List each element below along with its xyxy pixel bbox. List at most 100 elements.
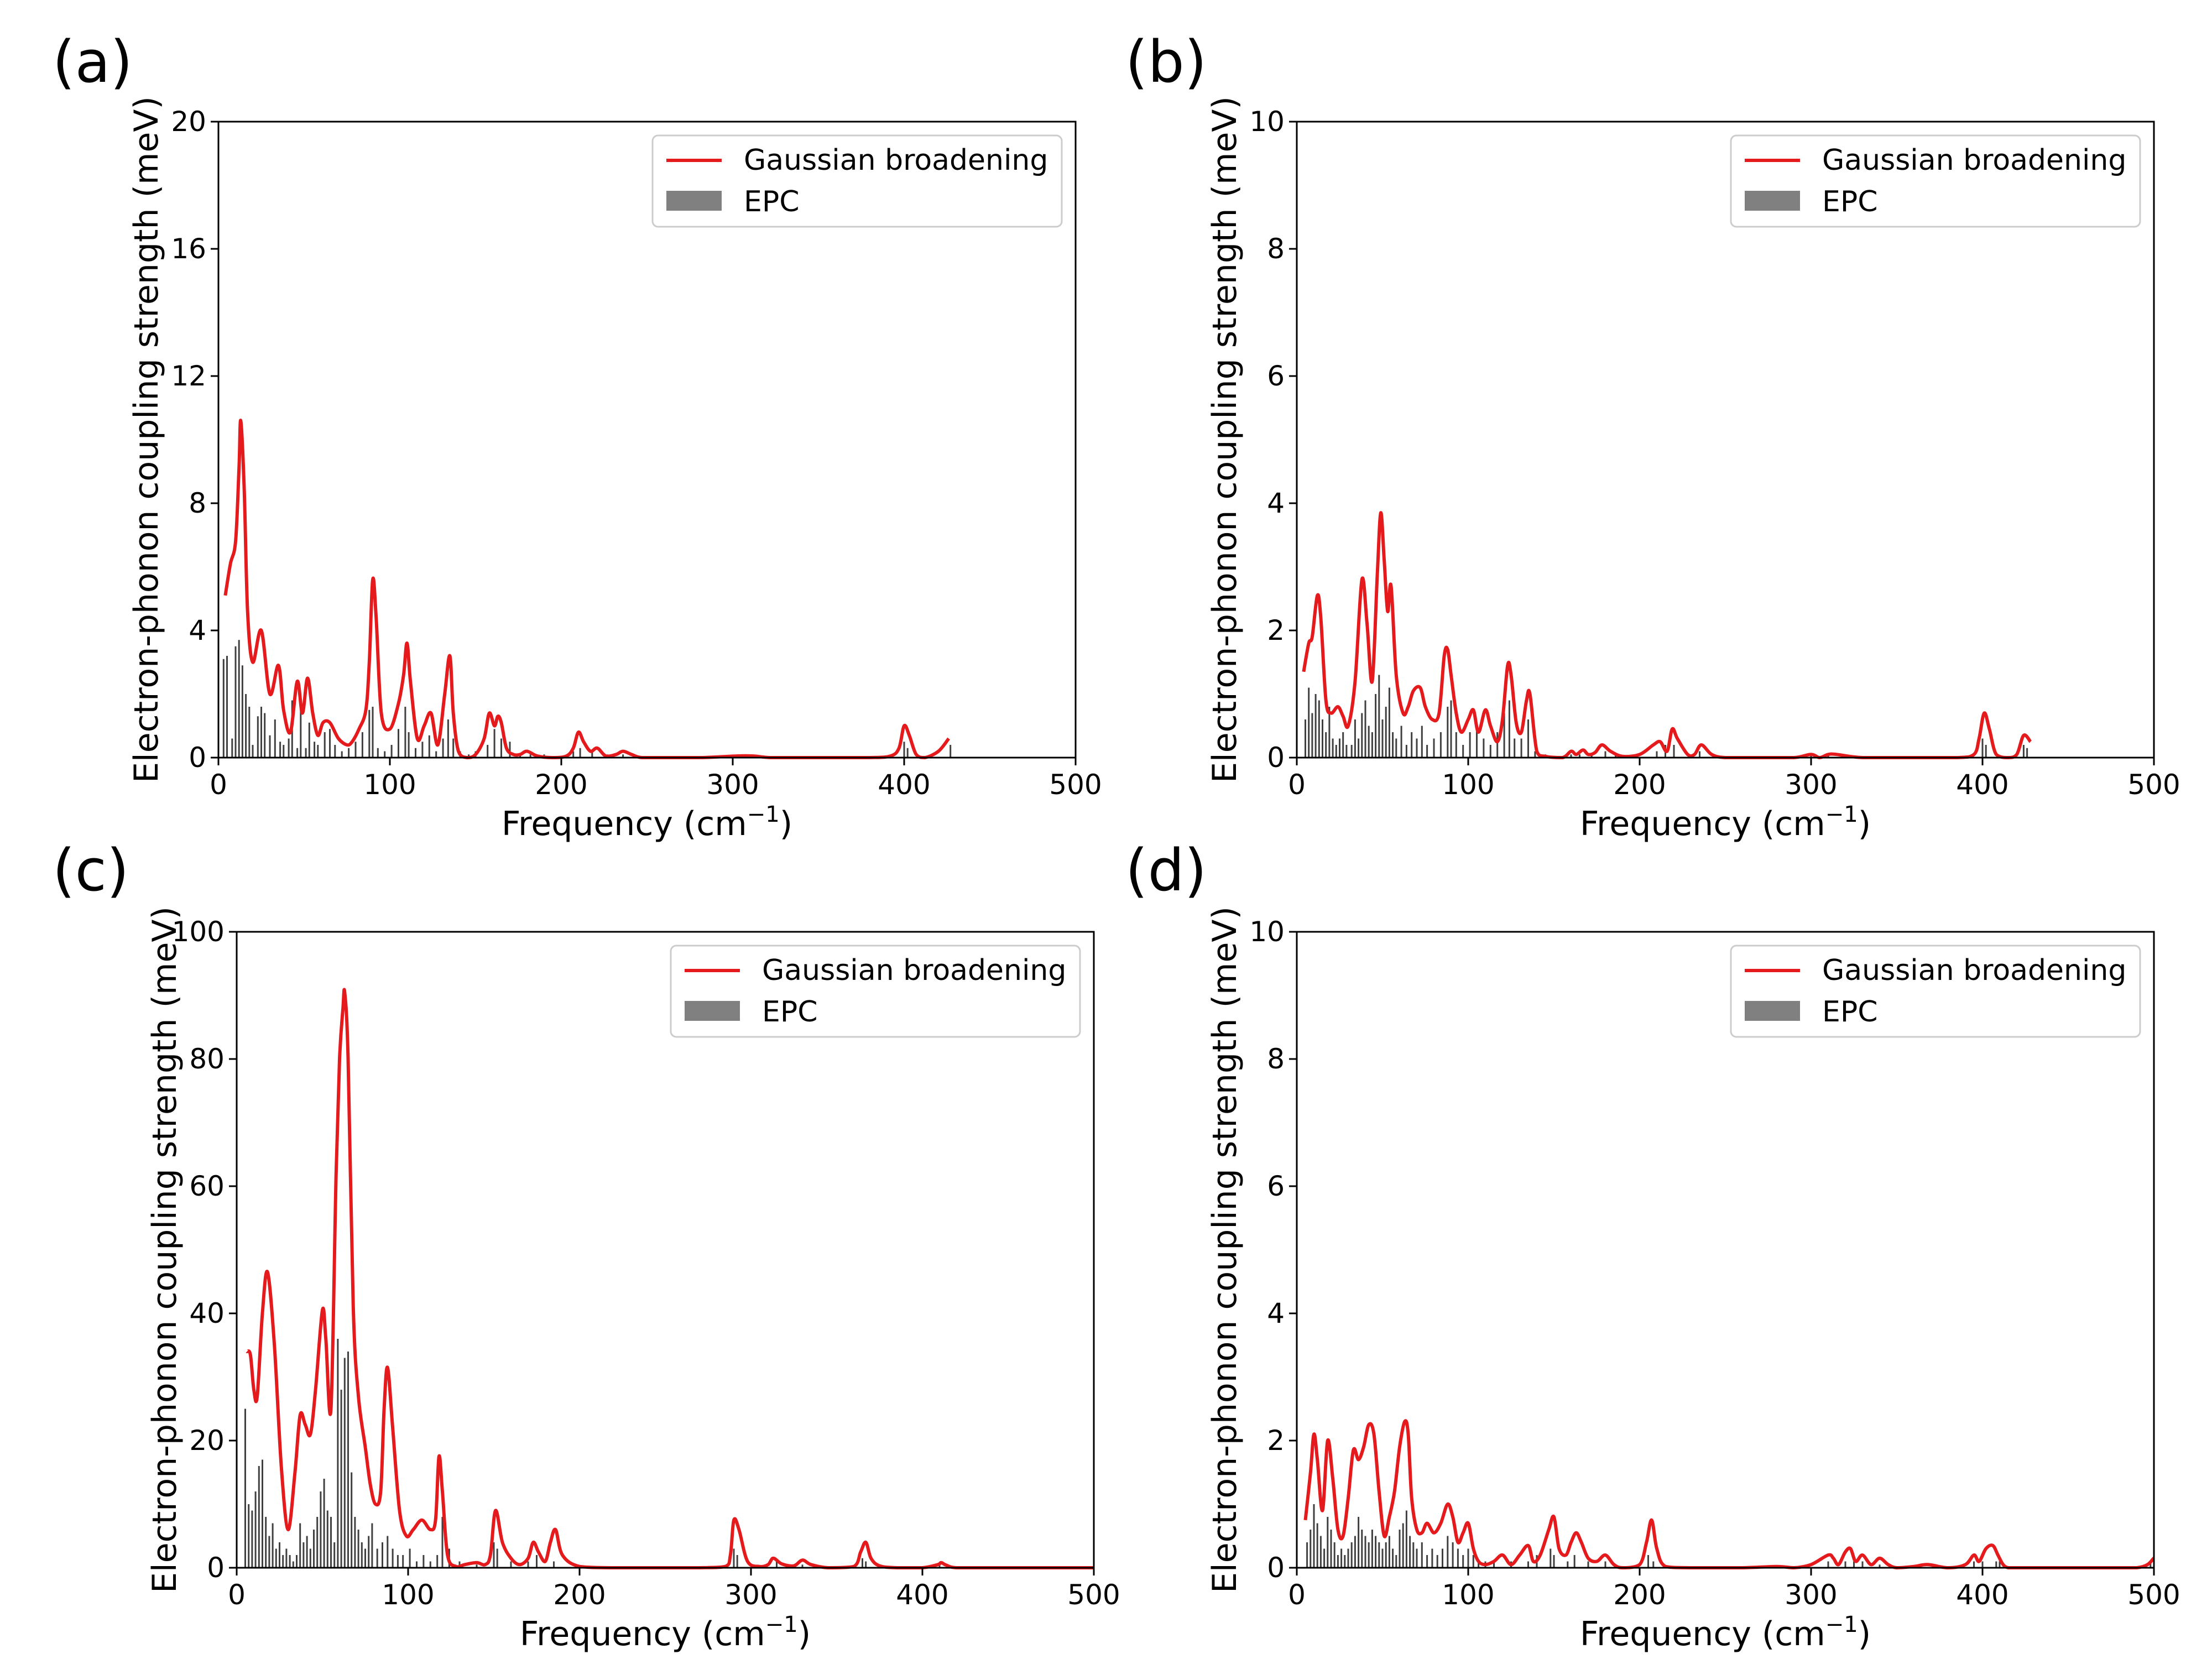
y-tick-label: 4 [1267,487,1285,519]
legend-bar-swatch [685,1001,740,1021]
x-tick-label: 400 [1956,769,2008,801]
x-tick-label: 200 [1613,769,1666,801]
x-tick-label: 400 [1956,1579,2008,1611]
panel-a: (a) 0 100 200 300 400 500 0 4 8 12 16 20 Frequency (c… [53,28,1102,843]
legend-box [1730,134,2141,228]
axes-frame [236,931,1095,1569]
x-tick-label: 300 [706,769,759,801]
y-tick-label: 0 [189,742,206,774]
x-axis-label-main: Frequency (cm [1580,805,1825,843]
x-axis-label-sup: −1 [1825,802,1858,827]
y-tick-label: 40 [189,1297,225,1329]
x-tick-label: 500 [2127,1579,2180,1611]
panel-label: (d) [1125,837,1207,904]
legend: Gaussian broadening EPC [1730,134,2141,228]
x-axis-label-end: ) [1858,805,1871,843]
x-tick-label: 300 [1785,1579,1837,1611]
x-tick-label: 0 [1288,1579,1306,1611]
y-tick-label: 6 [1267,360,1285,392]
x-tick-label: 400 [878,769,930,801]
legend-bar-swatch [1745,191,1800,211]
x-axis-label-sup: −1 [747,802,780,827]
x-axis-label: Frequency (cm−1) [520,1612,811,1653]
x-tick-label: 0 [1288,769,1306,801]
y-tick-label: 8 [1267,233,1285,265]
x-tick-label: 200 [1613,1579,1666,1611]
y-tick-label: 4 [189,614,206,646]
panel-label: (a) [53,28,133,96]
legend-bar-swatch [1745,1001,1800,1021]
x-axis-label: Frequency (cm−1) [1580,1612,1871,1653]
x-axis-label: Frequency (cm−1) [502,802,792,843]
legend-box [1730,945,2141,1038]
x-axis-label-end: ) [780,805,792,843]
x-tick-label: 400 [896,1579,948,1611]
x-tick-label: 500 [1067,1579,1120,1611]
x-tick-label: 300 [1785,769,1837,801]
legend-label-epc: EPC [744,185,800,218]
legend-label-gaussian: Gaussian broadening [1822,144,2126,177]
y-tick-label: 2 [1267,614,1285,646]
y-tick-label: 0 [1267,1552,1285,1584]
y-axis-label: Electron-phonon coupling strength (meV) [127,96,166,783]
panel-label: (b) [1125,28,1207,96]
y-tick-label: 8 [189,487,206,519]
x-tick-label: 200 [553,1579,606,1611]
x-tick-label: 500 [1049,769,1102,801]
legend-bar-swatch [666,191,722,211]
x-axis-label: Frequency (cm−1) [1580,802,1871,843]
y-tick-label: 10 [1249,106,1285,138]
gaussian-broadening-line [1302,511,2032,760]
y-tick-label: 0 [1267,742,1285,774]
x-tick-label: 300 [724,1579,777,1611]
y-tick-label: 12 [171,360,206,392]
x-axis-label-end: ) [798,1615,811,1653]
y-tick-label: 4 [1267,1297,1285,1329]
legend-label-epc: EPC [1822,995,1878,1029]
legend-label-epc: EPC [762,995,818,1029]
y-axis-label: Electron-phonon coupling strength (meV) [1206,906,1244,1593]
y-tick-label: 6 [1267,1170,1285,1202]
x-tick-label: 100 [382,1579,434,1611]
x-axis-label-end: ) [1858,1615,1871,1653]
y-tick-label: 16 [171,233,206,265]
y-tick-label: 80 [189,1043,225,1075]
panel-c: (c) 0 100 200 300 400 500 0 20 40 60 80 100 Frequency… [53,837,1120,1653]
legend-label-epc: EPC [1822,185,1878,218]
x-axis-label-main: Frequency (cm [1580,1615,1825,1653]
legend-label-gaussian: Gaussian broadening [1822,954,2126,987]
x-axis-label-sup: −1 [1825,1612,1858,1637]
x-axis-label-main: Frequency (cm [502,805,747,843]
y-axis-label: Electron-phonon coupling strength (meV) [145,906,184,1593]
panel-b: (b) 0 100 200 300 400 500 0 2 4 6 8 10 Frequency (cm−… [1125,28,2180,843]
y-tick-label: 2 [1267,1425,1285,1457]
y-tick-label: 20 [189,1425,225,1457]
x-tick-label: 200 [535,769,587,801]
x-tick-label: 100 [1442,769,1494,801]
y-tick-label: 20 [171,106,206,138]
gaussian-broadening-line [1303,1419,2155,1570]
panel-label: (c) [53,837,129,904]
legend-box [651,134,1063,228]
y-axis-label: Electron-phonon coupling strength (meV) [1206,96,1244,783]
gaussian-broadening-line [223,419,950,759]
x-axis-label-main: Frequency (cm [520,1615,765,1653]
legend-box [670,945,1081,1038]
axes-frame [217,121,1077,759]
axes-frame [1296,931,2155,1569]
legend-label-gaussian: Gaussian broadening [744,144,1048,177]
legend-label-gaussian: Gaussian broadening [762,954,1066,987]
y-tick-label: 8 [1267,1043,1285,1075]
axes-frame [1296,121,2155,759]
legend: Gaussian broadening EPC [670,945,1081,1038]
x-tick-label: 0 [210,769,227,801]
legend: Gaussian broadening EPC [1730,945,2141,1038]
y-tick-label: 100 [172,916,225,948]
x-tick-label: 0 [228,1579,246,1611]
x-tick-label: 100 [363,769,416,801]
y-tick-label: 0 [207,1552,225,1584]
x-tick-label: 500 [2127,769,2180,801]
x-tick-label: 100 [1442,1579,1494,1611]
y-tick-label: 60 [189,1170,225,1202]
